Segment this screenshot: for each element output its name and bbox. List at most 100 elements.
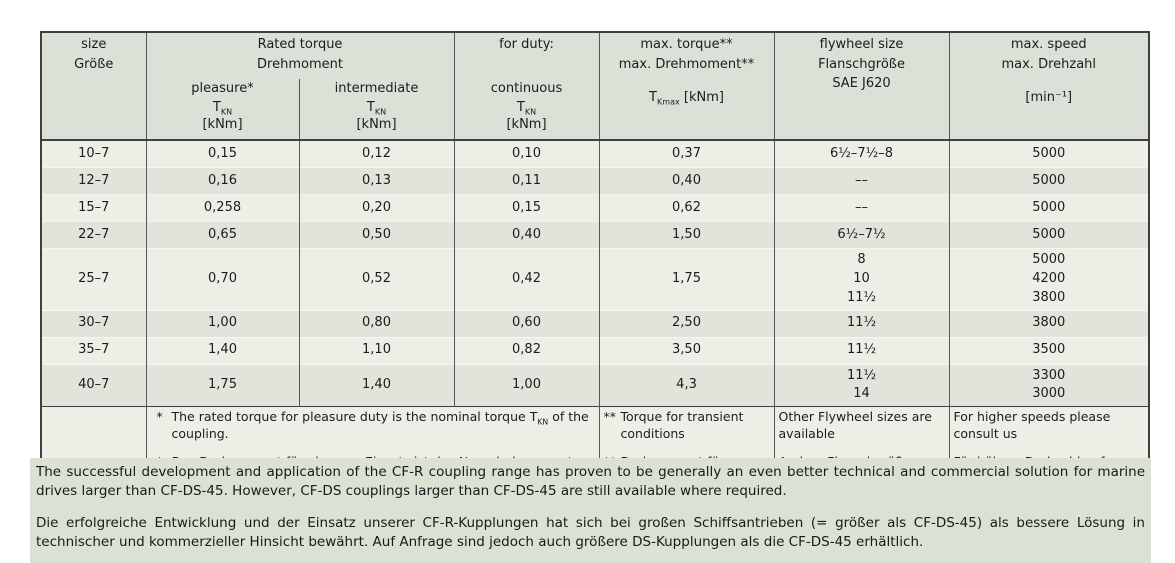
header-max-torque-en: max. torque**	[640, 37, 733, 52]
cell-intermediate: 0,12	[298, 139, 455, 168]
cell-flywheel: 8 10 11½	[773, 248, 950, 311]
header-intermediate-symbol: TKN	[366, 100, 387, 117]
table-row: 22–7 0,65 0,50 0,40 1,50 6½–7½ 5000	[40, 221, 1150, 249]
footnote-item: * The rated torque for pleasure duty is …	[157, 409, 595, 443]
cell-pleasure: 1,75	[145, 363, 299, 407]
cell-max-torque: 1,50	[598, 221, 775, 249]
cell-continuous: 1,00	[453, 363, 600, 407]
footnote-text-en: Torque for transient conditions	[620, 409, 744, 442]
cell-flywheel: 6½–7½	[773, 221, 950, 249]
cell-speed: 5000	[948, 194, 1150, 222]
table-row: 15–7 0,258 0,20 0,15 0,62 –– 5000	[40, 194, 1150, 222]
cell-size: 12–7	[40, 167, 146, 195]
cell-pleasure: 1,00	[145, 309, 299, 338]
header-max-torque-de: max. Drehmoment**	[618, 56, 755, 72]
header-pleasure: pleasure* TKN [kNm]	[145, 79, 299, 140]
cell-continuous: 0,10	[453, 139, 600, 168]
cell-pleasure: 0,15	[145, 139, 299, 168]
cell-flywheel: 11½	[773, 309, 950, 338]
header-max-speed-en: max. speed	[1010, 37, 1087, 52]
cell-speed: 3500	[948, 336, 1150, 365]
cell-size: 22–7	[40, 221, 146, 249]
cell-size: 40–7	[40, 363, 146, 407]
header-max-speed-unit: [min⁻¹]	[1025, 90, 1073, 105]
header-max-torque: max. torque** max. Drehmoment** TKmax [k…	[598, 32, 775, 140]
cell-continuous: 0,40	[453, 221, 600, 249]
footnote-text-en: For higher speeds please consult us	[953, 409, 1111, 442]
cell-speed: 5000	[948, 221, 1150, 249]
cell-continuous: 0,60	[453, 309, 600, 338]
footnote-mark: *	[156, 409, 163, 425]
header-intermediate-unit: [kNm]	[356, 116, 397, 132]
table-row: 10–7 0,15 0,12 0,10 0,37 6½–7½–8 5000	[40, 139, 1150, 168]
header-continuous-label: continuous	[490, 81, 563, 96]
summary-paragraph-en: The successful development and applicati…	[36, 464, 1145, 499]
header-intermediate-label: intermediate	[334, 81, 419, 96]
cell-pleasure: 0,65	[145, 221, 299, 249]
cell-intermediate: 0,50	[298, 221, 455, 249]
cell-continuous: 0,42	[453, 248, 600, 311]
header-for-duty: for duty:	[453, 32, 600, 79]
cell-flywheel: 11½ 14	[773, 363, 950, 407]
cell-max-torque: 3,50	[598, 336, 775, 365]
cell-size: 30–7	[40, 309, 146, 338]
footnote-text-en: Other Flywheel sizes are available	[778, 409, 932, 442]
cell-flywheel: 6½–7½–8	[773, 139, 950, 168]
cell-max-torque: 0,62	[598, 194, 775, 222]
header-pleasure-label: pleasure*	[191, 81, 254, 96]
table-row: 35–7 1,40 1,10 0,82 3,50 11½ 3500	[40, 336, 1150, 365]
cell-continuous: 0,15	[453, 194, 600, 222]
header-max-speed: max. speed max. Drehzahl [min⁻¹]	[948, 32, 1150, 140]
cell-max-torque: 2,50	[598, 309, 775, 338]
cell-size: 25–7	[40, 248, 146, 311]
header-continuous: continuous TKN [kNm]	[453, 79, 600, 140]
cell-intermediate: 0,80	[298, 309, 455, 338]
cell-flywheel: ––	[773, 167, 950, 195]
cell-intermediate: 0,13	[298, 167, 455, 195]
header-intermediate: intermediate TKN [kNm]	[298, 79, 455, 140]
cell-pleasure: 0,16	[145, 167, 299, 195]
table-row: 25–7 0,70 0,52 0,42 1,75 8 10 11½ 5000 4…	[40, 248, 1150, 311]
cell-max-torque: 4,3	[598, 363, 775, 407]
header-continuous-unit: [kNm]	[506, 116, 547, 132]
cell-intermediate: 1,40	[298, 363, 455, 407]
header-pleasure-symbol: TKN	[212, 100, 233, 117]
cell-pleasure: 0,70	[145, 248, 299, 311]
table-row: 12–7 0,16 0,13 0,11 0,40 –– 5000	[40, 167, 1150, 195]
summary-paragraph-de: Die erfolgreiche Entwicklung und der Ein…	[36, 514, 1145, 550]
summary-text-block: The successful development and applicati…	[30, 458, 1151, 563]
cell-intermediate: 1,10	[298, 336, 455, 365]
cell-speed: 5000	[948, 167, 1150, 195]
cell-max-torque: 1,75	[598, 248, 775, 311]
footnote-text-en: The rated torque for pleasure duty is th…	[171, 409, 589, 442]
table-row: 40–7 1,75 1,40 1,00 4,3 11½ 14 3300 3000	[40, 363, 1150, 407]
header-max-torque-symbol: TKmax [kNm]	[649, 90, 724, 107]
cell-flywheel: 11½	[773, 336, 950, 365]
header-max-speed-de: max. Drehzahl	[1001, 56, 1097, 72]
header-size: size Größe	[40, 32, 146, 140]
footnote-item: ** Torque for transient conditions	[604, 409, 770, 443]
header-rated-torque: Rated torque Drehmoment	[145, 32, 455, 79]
cell-continuous: 0,11	[453, 167, 600, 195]
cell-max-torque: 0,40	[598, 167, 775, 195]
cell-pleasure: 1,40	[145, 336, 299, 365]
cell-size: 35–7	[40, 336, 146, 365]
header-row-sub: pleasure* TKN [kNm] intermediate TKN [kN…	[41, 79, 1149, 140]
cell-flywheel: ––	[773, 194, 950, 222]
cell-pleasure: 0,258	[145, 194, 299, 222]
footnote-mark: **	[603, 409, 617, 425]
cell-speed: 3800	[948, 309, 1150, 338]
cell-speed: 5000	[948, 139, 1150, 168]
cell-continuous: 0,82	[453, 336, 600, 365]
cell-size: 10–7	[40, 139, 146, 168]
header-row-top: size Größe Rated torque Drehmoment for d…	[40, 32, 1150, 140]
cell-speed: 3300 3000	[948, 363, 1150, 407]
header-pleasure-unit: [kNm]	[202, 116, 243, 132]
header-flywheel-size: flywheel size Flanschgröße SAE J620	[773, 32, 950, 140]
cell-size: 15–7	[40, 194, 146, 222]
table-row: 30–7 1,00 0,80 0,60 2,50 11½ 3800	[40, 309, 1150, 338]
cell-intermediate: 0,52	[298, 248, 455, 311]
cell-max-torque: 0,37	[598, 139, 775, 168]
coupling-spec-table: size Größe Rated torque Drehmoment for d…	[40, 31, 1151, 503]
cell-intermediate: 0,20	[298, 194, 455, 222]
